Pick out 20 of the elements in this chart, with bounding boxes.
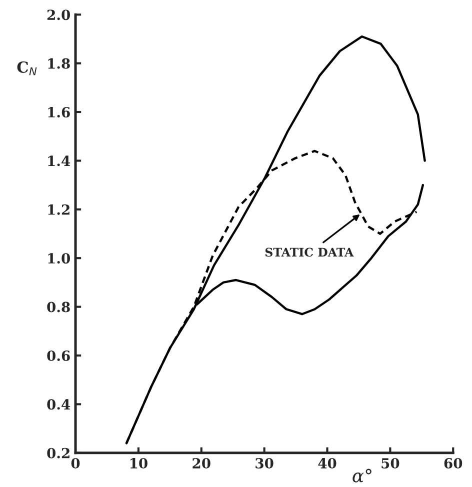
x-tick-label: 10: [130, 458, 148, 469]
x-tick-label: 30: [256, 458, 274, 469]
x-tick-label: 40: [318, 458, 336, 469]
x-tick-label: 60: [444, 458, 462, 469]
y-tick-label: 1.4: [48, 156, 70, 166]
y-tick-label: 0.6: [47, 350, 70, 361]
y-tick-label: 0.2: [47, 448, 70, 458]
y-tick-label: 0.4: [47, 399, 70, 410]
x-axis-title: α°: [352, 468, 372, 482]
x-tick-label: 20: [192, 458, 210, 469]
y-tick-label: 1.2: [48, 204, 70, 215]
x-tick-label: 50: [382, 458, 400, 469]
x-tick-label: 0: [71, 458, 80, 469]
annotation: STATIC DATA: [265, 248, 354, 257]
y-tick-label: 1.0: [48, 253, 70, 264]
y-tick-label: 1.6: [48, 106, 70, 118]
y-tick-label: 1.8: [48, 58, 70, 69]
y-tick-label: 2.0: [47, 10, 70, 20]
y-tick-label: 0.8: [47, 302, 70, 312]
y-axis-title: C$_{N}$: [17, 61, 37, 76]
